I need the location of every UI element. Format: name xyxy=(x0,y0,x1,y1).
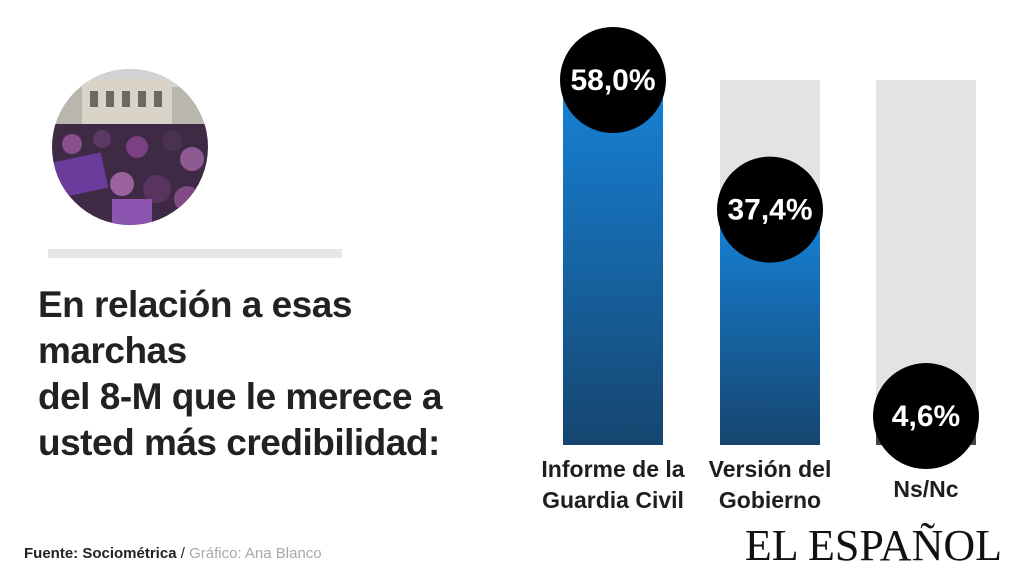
el-espanol-logo: EL ESPAÑOL xyxy=(744,521,1002,570)
category-label: Ns/Nc xyxy=(893,476,958,502)
data-label: 58,0% xyxy=(570,64,655,97)
category-label: Guardia Civil xyxy=(542,487,684,513)
source-line: Fuente: Sociométrica / Gráfico: Ana Blan… xyxy=(24,545,322,562)
data-label: 37,4% xyxy=(727,194,812,227)
source-label: Fuente: Sociométrica xyxy=(24,545,177,562)
value-badge xyxy=(717,156,823,263)
question-line: En relación a esas marchas xyxy=(38,284,352,371)
value-badge xyxy=(873,363,979,470)
bar xyxy=(563,80,663,445)
value-badge xyxy=(560,27,666,133)
category-label: Versión del xyxy=(709,456,832,482)
question-text: En relación a esas marchas del 8-M que l… xyxy=(38,282,508,466)
divider xyxy=(48,249,342,258)
category-label: Informe de la xyxy=(541,456,684,482)
question-line: usted más credibilidad: xyxy=(38,422,440,463)
question-line: del 8-M que le merece a xyxy=(38,376,442,417)
source-separator: / xyxy=(180,545,185,562)
graphic-credit: Gráfico: Ana Blanco xyxy=(189,545,322,562)
category-label: Gobierno xyxy=(719,487,821,513)
data-label: 4,6% xyxy=(892,400,960,433)
